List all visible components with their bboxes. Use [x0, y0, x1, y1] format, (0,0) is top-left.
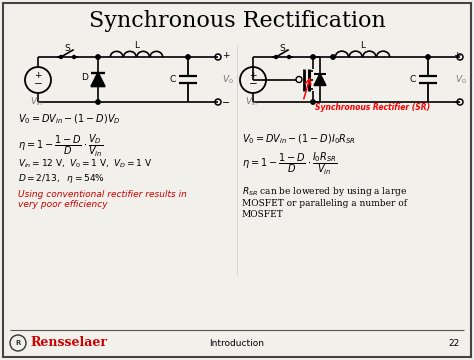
Circle shape [311, 55, 315, 59]
Text: +: + [222, 51, 229, 60]
Text: −: − [249, 79, 257, 89]
Text: 22: 22 [449, 338, 460, 347]
Text: $V_0 = DV_{in} - (1-D)V_D$: $V_0 = DV_{in} - (1-D)V_D$ [18, 112, 121, 126]
Text: S: S [64, 44, 70, 53]
Circle shape [96, 55, 100, 59]
Text: $V_{in}$: $V_{in}$ [245, 95, 259, 108]
Text: Rensselaer: Rensselaer [30, 337, 107, 350]
Circle shape [73, 55, 75, 58]
Circle shape [186, 55, 190, 59]
Text: +: + [453, 51, 461, 60]
Text: S: S [280, 44, 285, 53]
Polygon shape [314, 73, 326, 85]
Text: Introduction: Introduction [210, 338, 264, 347]
Text: L: L [360, 41, 365, 50]
Circle shape [96, 100, 100, 104]
Circle shape [60, 55, 63, 58]
Text: Using conventional rectifier results in
very poor efficiency: Using conventional rectifier results in … [18, 190, 187, 210]
Text: −: − [453, 98, 461, 108]
Text: $D = 2/13,\ \ \eta = 54\%$: $D = 2/13,\ \ \eta = 54\%$ [18, 172, 105, 185]
FancyBboxPatch shape [3, 3, 471, 357]
Text: $R_{SR}$ can be lowered by using a large
MOSFET or paralleling a number of
MOSFE: $R_{SR}$ can be lowered by using a large… [242, 185, 407, 219]
Text: +: + [34, 71, 42, 80]
Text: C: C [410, 75, 416, 84]
Text: $V_0$: $V_0$ [455, 73, 467, 86]
Circle shape [331, 55, 335, 59]
Text: $\eta = 1 - \dfrac{1-D}{D} \cdot \dfrac{I_0 R_{SR}}{V_{in}}$: $\eta = 1 - \dfrac{1-D}{D} \cdot \dfrac{… [242, 150, 338, 177]
Text: Synchronous Rectification: Synchronous Rectification [89, 10, 385, 32]
Text: $\eta = 1 - \dfrac{1-D}{D} \cdot \dfrac{V_D}{V_{in}}$: $\eta = 1 - \dfrac{1-D}{D} \cdot \dfrac{… [18, 132, 103, 159]
Text: +: + [249, 71, 257, 80]
Circle shape [426, 55, 430, 59]
Circle shape [274, 55, 277, 58]
Polygon shape [91, 72, 105, 86]
Text: −: − [34, 79, 42, 89]
Text: L: L [134, 41, 139, 50]
Text: $V_{in} = 12\ \mathrm{V},\ V_0 = 1\ \mathrm{V},\ V_D = 1\ \mathrm{V}$: $V_{in} = 12\ \mathrm{V},\ V_0 = 1\ \mat… [18, 158, 152, 171]
Text: $V_{in}$: $V_{in}$ [30, 95, 44, 108]
Text: R: R [15, 340, 21, 346]
Text: $V_0$: $V_0$ [222, 73, 234, 86]
Circle shape [288, 55, 291, 58]
Text: Synchronous Rectifier (SR): Synchronous Rectifier (SR) [315, 104, 430, 112]
Text: C: C [170, 75, 176, 84]
Circle shape [311, 100, 315, 104]
Text: $V_0 = DV_{in} - (1-D)I_0 R_{SR}$: $V_0 = DV_{in} - (1-D)I_0 R_{SR}$ [242, 132, 356, 145]
Text: D: D [81, 73, 88, 82]
Text: −: − [222, 98, 230, 108]
